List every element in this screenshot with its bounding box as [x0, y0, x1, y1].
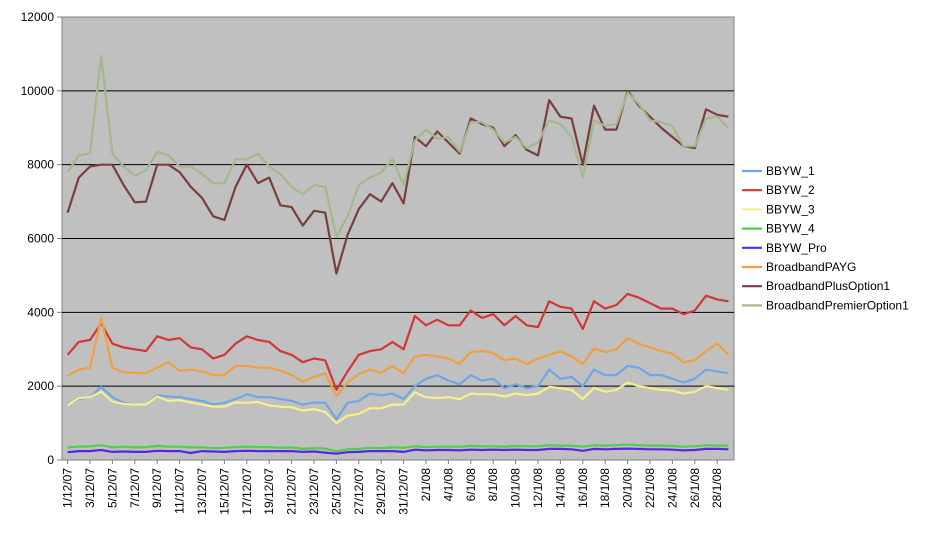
y-tick-label: 0 [47, 453, 54, 467]
series-lines [66, 54, 730, 455]
series-line-bbyw_4 [67, 443, 729, 453]
y-tick-label: 6000 [27, 232, 54, 246]
legend-label: BBYW_2 [766, 183, 815, 197]
x-tick-label: 16/1/08 [576, 468, 590, 508]
y-tick-label: 4000 [27, 305, 54, 319]
series-line-broadbandpremieroption1 [66, 54, 730, 238]
y-tick-label: 10000 [21, 84, 55, 98]
x-tick-label: 27/12/07 [352, 468, 366, 515]
x-tick-label: 7/12/07 [128, 468, 142, 508]
y-tick-label: 2000 [27, 379, 54, 393]
x-tick-label: 18/1/08 [598, 468, 612, 508]
x-tick-label: 12/1/08 [531, 468, 545, 508]
x-tick-label: 17/12/07 [240, 468, 254, 515]
legend-label: BroadbandPAYG [766, 260, 856, 274]
series-line-bbyw_pro [67, 447, 729, 455]
legend-label: BBYW_3 [766, 202, 815, 216]
legend-label: BBYW_Pro [766, 241, 827, 255]
x-tick-label: 31/12/07 [397, 468, 411, 515]
x-tick-label: 10/1/08 [509, 468, 523, 508]
x-tick-label: 20/1/08 [621, 468, 635, 508]
x-tick-label: 15/12/07 [217, 468, 231, 515]
y-axis: 0 2000 4000 6000 8000 10000 12000 [21, 10, 62, 467]
x-tick-label: 24/1/08 [665, 468, 679, 508]
series-line-bbyw_2 [66, 292, 729, 391]
x-tick-label: 9/12/07 [150, 468, 164, 508]
x-tick-label: 14/1/08 [553, 468, 567, 508]
y-tick-label: 12000 [21, 10, 55, 24]
x-tick-label: 28/1/08 [710, 468, 724, 508]
x-tick-label: 3/12/07 [83, 468, 97, 508]
x-tick-label: 22/1/08 [643, 468, 657, 508]
x-tick-label: 19/12/07 [262, 468, 276, 515]
x-tick-label: 8/1/08 [486, 468, 500, 502]
legend-label: BroadbandPlusOption1 [766, 279, 890, 293]
series-line-broadbandplusoption1 [66, 89, 729, 275]
legend-label: BBYW_4 [766, 222, 815, 236]
x-tick-label: 6/1/08 [464, 468, 478, 502]
x-tick-label: 11/12/07 [173, 468, 187, 514]
x-tick-label: 1/12/07 [61, 468, 75, 508]
x-tick-label: 29/12/07 [374, 468, 388, 515]
x-tick-label: 25/12/07 [329, 468, 343, 515]
series-line-bbyw_3 [66, 381, 729, 425]
series-line-bbyw_1 [67, 364, 729, 421]
x-tick-label: 4/1/08 [441, 468, 455, 502]
legend: BBYW_1 BBYW_2 BBYW_3 BBYW_4 BBYW_Pro Broadban… [742, 164, 909, 312]
x-tick-label: 2/1/08 [419, 468, 433, 502]
legend-label: BBYW_1 [766, 164, 815, 178]
x-tick-label: 21/12/07 [285, 468, 299, 515]
x-axis: 1/12/07 3/12/07 5/12/07 7/12/07 9/12/07 11/12… [61, 460, 724, 515]
x-tick-label: 26/1/08 [688, 468, 702, 508]
legend-label: BroadbandPremierOption1 [766, 298, 909, 312]
y-tick-label: 8000 [27, 158, 54, 172]
x-tick-label: 23/12/07 [307, 468, 321, 515]
series-line-broadbandpayg [67, 316, 730, 398]
x-tick-label: 5/12/07 [105, 468, 119, 508]
x-tick-label: 13/12/07 [195, 468, 209, 515]
